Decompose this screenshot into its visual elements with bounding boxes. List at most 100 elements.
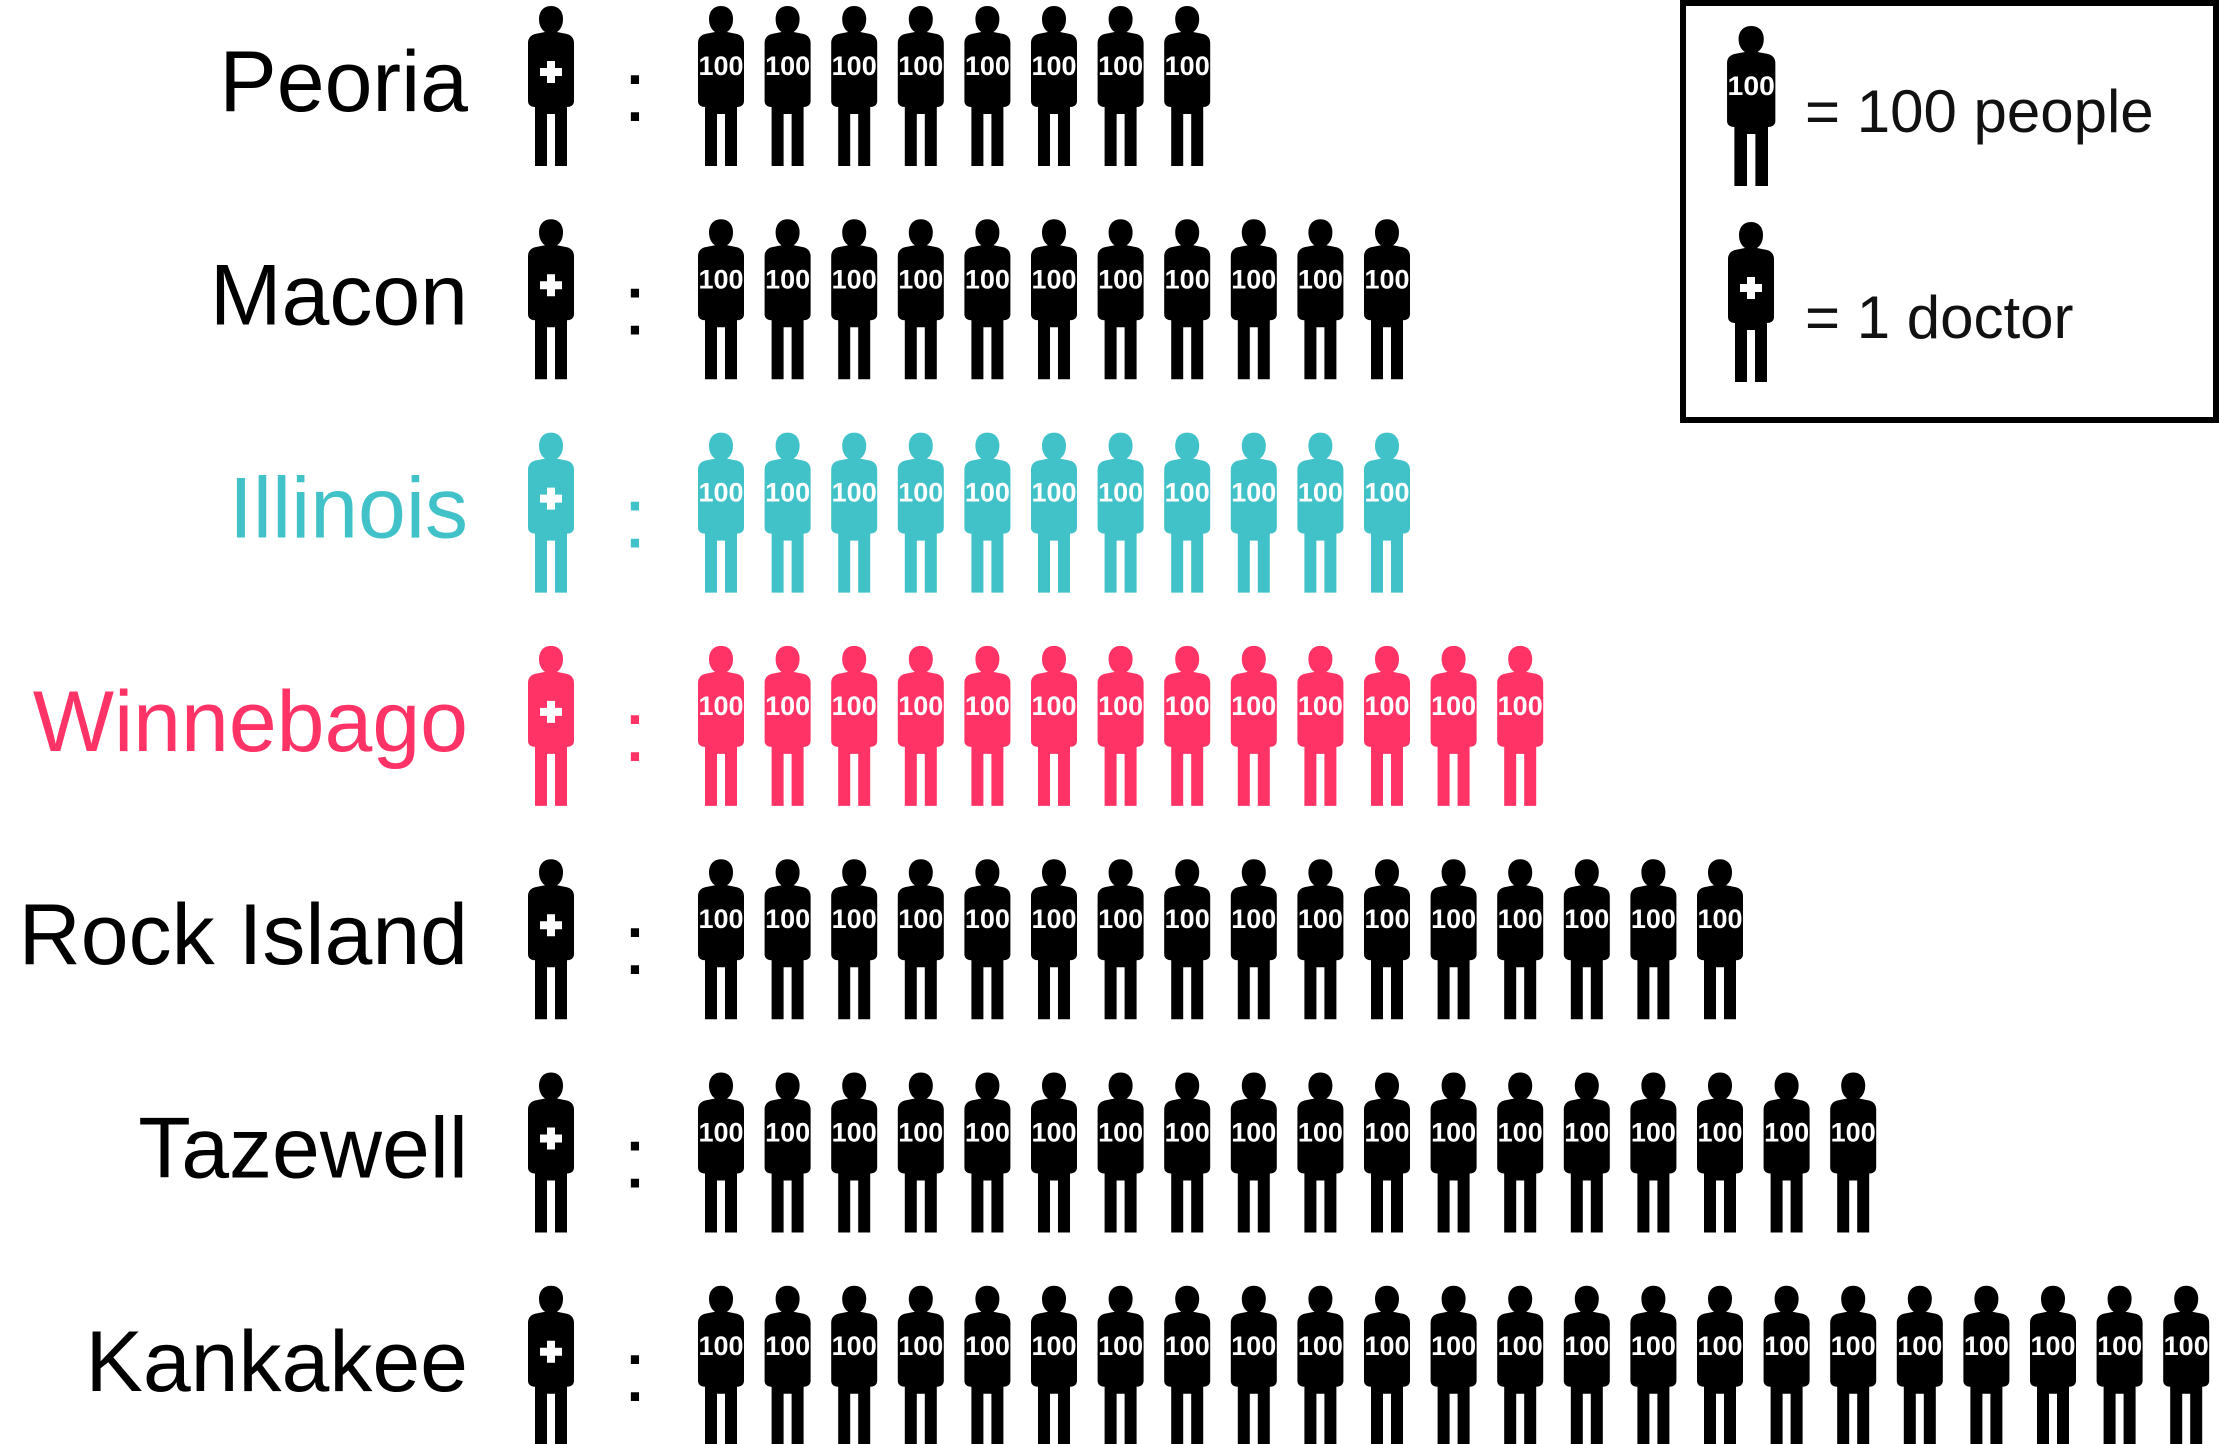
person-100-icon: 100 (1430, 645, 1477, 806)
medical-cross-icon (540, 914, 562, 937)
icon-number-label: 100 (1631, 1331, 1676, 1361)
person-100-icon: 100 (1297, 645, 1344, 806)
person-100-icon: 100 (1430, 1072, 1477, 1233)
person-100-icon: 100 (1097, 1285, 1144, 1444)
chart-row: Macon: 100 100 100 100 100 100 100 100 100 100 100 (210, 219, 1410, 380)
icon-number-label: 100 (1098, 51, 1143, 81)
legend-doctor-text: = 1 doctor (1805, 284, 2074, 351)
icon-number-label: 100 (1098, 1331, 1143, 1361)
person-100-icon: 100 (831, 219, 878, 380)
icon-number-label: 100 (1498, 1118, 1543, 1148)
person-100-icon: 100 (764, 1072, 811, 1233)
icon-number-label: 100 (832, 478, 877, 508)
person-100-icon: 100 (897, 6, 944, 166)
person-100-icon: 100 (1230, 859, 1277, 1020)
medical-cross-icon (1740, 277, 1762, 299)
person-100-icon: 100 (1297, 432, 1344, 593)
person-100-icon: 100 (1031, 645, 1077, 806)
icon-number-label: 100 (1364, 478, 1409, 508)
doctor-icon (528, 645, 574, 806)
person-100-icon: 100 (1727, 26, 1776, 186)
icon-number-label: 100 (1098, 691, 1143, 721)
person-100-icon: 100 (1763, 1285, 1810, 1444)
ratio-separator: : (623, 44, 647, 140)
icon-number-label: 100 (1564, 1118, 1609, 1148)
icon-number-label: 100 (1098, 264, 1143, 294)
person-100-icon: 100 (1364, 645, 1410, 806)
legend-people-text: = 100 people (1805, 78, 2154, 145)
chart-row: Winnebago: 100 100 100 100 100 100 100 100 100 100… (33, 645, 1544, 806)
person-100-icon: 100 (897, 432, 944, 593)
person-100-icon: 100 (964, 432, 1011, 593)
icon-number-label: 100 (1098, 904, 1143, 934)
icon-number-label: 100 (698, 904, 743, 934)
person-100-icon: 100 (1497, 1072, 1544, 1233)
person-100-icon: 100 (1164, 1072, 1211, 1233)
icon-number-label: 100 (765, 51, 810, 81)
icon-number-label: 100 (1298, 691, 1343, 721)
icon-number-label: 100 (1431, 904, 1476, 934)
icon-number-label: 100 (832, 264, 877, 294)
icon-number-label: 100 (1165, 264, 1210, 294)
person-100-icon: 100 (764, 6, 811, 166)
person-100-icon: 100 (897, 645, 944, 806)
person-100-icon: 100 (831, 859, 878, 1020)
person-100-icon: 100 (1364, 859, 1410, 1020)
person-100-icon: 100 (1164, 6, 1211, 166)
person-100-icon: 100 (1164, 219, 1211, 380)
icon-number-label: 100 (1631, 1118, 1676, 1148)
person-100-icon: 100 (1830, 1072, 1877, 1233)
chart-row: Illinois: 100 100 100 100 100 100 100 100 100 100 1… (229, 432, 1410, 593)
doctor-icon (528, 219, 574, 380)
person-100-icon: 100 (698, 1072, 744, 1233)
icon-number-label: 100 (1231, 691, 1276, 721)
person-100-icon: 100 (1563, 859, 1610, 1020)
row-label: Peoria (219, 34, 468, 130)
icon-number-label: 100 (2030, 1331, 2075, 1361)
person-100-icon: 100 (1563, 1285, 1610, 1444)
medical-cross-icon (540, 274, 562, 297)
icon-number-label: 100 (1031, 691, 1076, 721)
icon-number-label: 100 (965, 1118, 1010, 1148)
icon-number-label: 100 (1831, 1118, 1876, 1148)
person-100-icon: 100 (1630, 1285, 1677, 1444)
icon-number-label: 100 (765, 264, 810, 294)
icon-number-label: 100 (1298, 478, 1343, 508)
icon-number-label: 100 (1564, 904, 1609, 934)
icon-number-label: 100 (1165, 1118, 1210, 1148)
icon-number-label: 100 (698, 478, 743, 508)
person-100-icon: 100 (1497, 645, 1544, 806)
icon-number-label: 100 (832, 691, 877, 721)
chart-row: Tazewell: 100 100 100 100 100 100 100 100 100 100 1… (138, 1072, 1877, 1233)
person-100-icon: 100 (964, 859, 1011, 1020)
icon-number-label: 100 (765, 478, 810, 508)
person-100-icon: 100 (1230, 645, 1277, 806)
icon-number-label: 100 (898, 1331, 943, 1361)
chart-row: Peoria: 100 100 100 100 100 100 100 100 (219, 6, 1211, 166)
person-100-icon: 100 (964, 219, 1011, 380)
person-100-icon: 100 (1164, 432, 1211, 593)
icon-number-label: 100 (965, 51, 1010, 81)
legend-item-people: 100 (1727, 26, 1776, 186)
person-100-icon: 100 (2163, 1285, 2210, 1444)
person-100-icon: 100 (1364, 219, 1410, 380)
ratio-separator: : (623, 1324, 647, 1420)
person-100-icon: 100 (1230, 219, 1277, 380)
person-100-icon: 100 (698, 859, 744, 1020)
icon-number-label: 100 (1031, 904, 1076, 934)
person-100-icon: 100 (1297, 1285, 1344, 1444)
icon-number-label: 100 (765, 691, 810, 721)
icon-number-label: 100 (1498, 1331, 1543, 1361)
icon-number-label: 100 (1031, 1331, 1076, 1361)
icon-number-label: 100 (1165, 51, 1210, 81)
person-100-icon: 100 (1763, 1072, 1810, 1233)
person-100-icon: 100 (764, 645, 811, 806)
person-100-icon: 100 (1697, 1285, 1743, 1444)
row-label: Illinois (229, 461, 468, 557)
icon-number-label: 100 (1498, 691, 1543, 721)
icon-number-label: 100 (1031, 478, 1076, 508)
icon-number-label: 100 (1364, 691, 1409, 721)
person-100-icon: 100 (698, 219, 744, 380)
person-100-icon: 100 (1364, 1072, 1410, 1233)
icon-number-label: 100 (898, 1118, 943, 1148)
